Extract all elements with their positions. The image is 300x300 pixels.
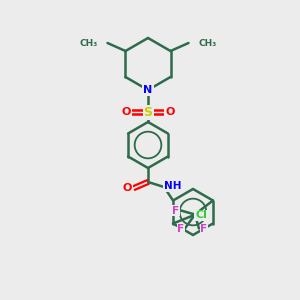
Text: S: S [143,106,152,118]
Text: F: F [172,206,179,215]
Text: O: O [121,107,131,117]
Text: Cl: Cl [195,211,207,220]
Text: CH₃: CH₃ [79,38,98,47]
Text: O: O [122,183,132,193]
Text: F: F [200,224,208,235]
Text: NH: NH [164,181,182,191]
Text: CH₃: CH₃ [199,38,217,47]
Text: N: N [143,85,153,95]
Text: F: F [177,224,184,235]
Text: O: O [165,107,175,117]
